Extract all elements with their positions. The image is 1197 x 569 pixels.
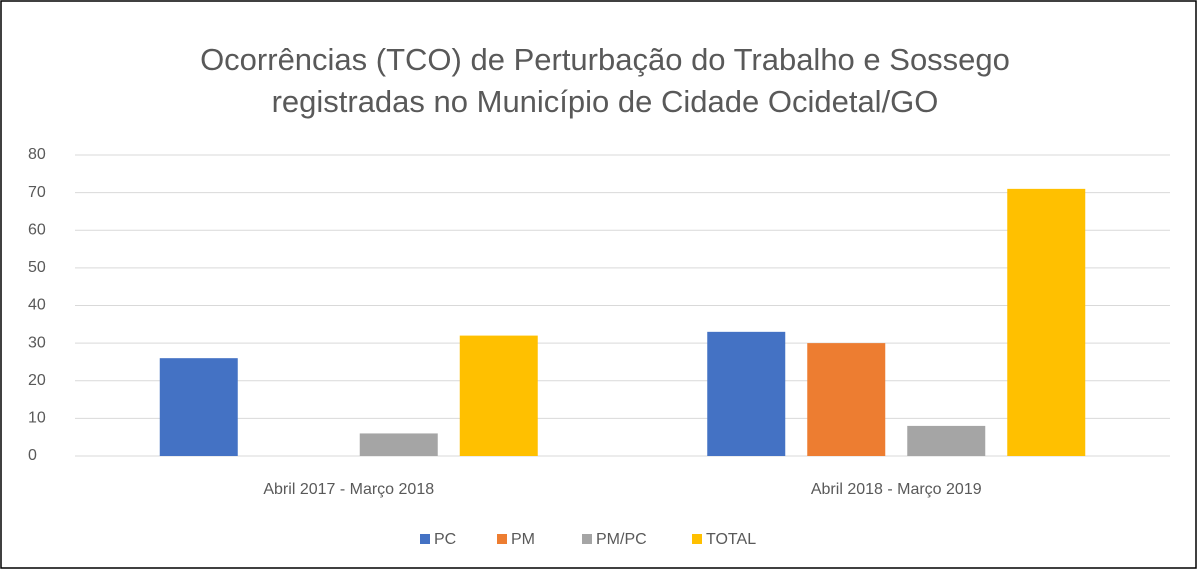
legend-label: PM — [511, 531, 535, 548]
bar — [359, 433, 438, 456]
legend-label: PC — [434, 531, 456, 548]
y-tick-label: 60 — [28, 221, 46, 238]
bar — [459, 335, 538, 456]
chart-title: registradas no Município de Cidade Ocide… — [272, 84, 939, 119]
bar — [707, 331, 786, 456]
bar — [1007, 188, 1086, 457]
legend-label: PM/PC — [596, 531, 647, 548]
x-tick-label: Abril 2017 - Março 2018 — [263, 481, 434, 498]
legend-swatch — [582, 534, 592, 544]
y-tick-label: 30 — [28, 334, 46, 351]
legend-swatch — [692, 534, 702, 544]
y-tick-label: 0 — [28, 447, 37, 464]
y-tick-label: 50 — [28, 259, 46, 276]
legend-swatch — [420, 534, 430, 544]
x-tick-label: Abril 2018 - Março 2019 — [811, 481, 982, 498]
bar — [907, 425, 986, 456]
y-tick-label: 70 — [28, 184, 46, 201]
y-tick-label: 20 — [28, 372, 46, 389]
y-tick-label: 10 — [28, 410, 46, 427]
legend-label: TOTAL — [706, 531, 756, 548]
chart-title: Ocorrências (TCO) de Perturbação do Trab… — [200, 42, 1010, 77]
bar — [159, 358, 238, 456]
y-tick-label: 80 — [28, 146, 46, 163]
bar — [807, 343, 886, 456]
y-tick-label: 40 — [28, 297, 46, 314]
legend-swatch — [497, 534, 507, 544]
